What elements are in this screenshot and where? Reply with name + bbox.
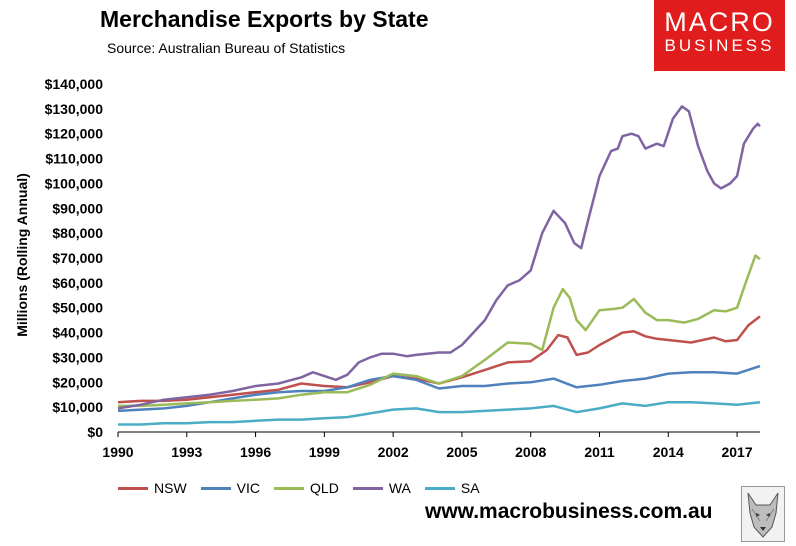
legend-swatch bbox=[118, 486, 148, 490]
y-tick-label: $10,000 bbox=[52, 399, 103, 415]
macrobusiness-logo: MACRO BUSINESS bbox=[654, 0, 785, 71]
y-tick-label: $70,000 bbox=[52, 250, 103, 266]
series-line-vic bbox=[117, 364, 761, 413]
y-tick-label: $90,000 bbox=[52, 200, 103, 216]
series-lines bbox=[117, 105, 761, 426]
chart-source: Source: Australian Bureau of Statistics bbox=[107, 40, 346, 56]
series-line-qld bbox=[118, 254, 761, 408]
chart-legend: NSW VIC QLD WA SA bbox=[118, 478, 494, 498]
x-tick-label: 1990 bbox=[102, 444, 133, 460]
legend-swatch bbox=[352, 486, 383, 490]
y-tick-label: $120,000 bbox=[45, 126, 104, 142]
wolf-mascot-icon bbox=[741, 486, 785, 542]
series-line-wa bbox=[117, 105, 761, 410]
x-tick-label: 2005 bbox=[446, 444, 477, 460]
y-tick-label: $30,000 bbox=[52, 349, 103, 365]
y-tick-label: $20,000 bbox=[52, 374, 103, 390]
legend-item-nsw: NSW bbox=[118, 480, 187, 496]
legend-item-qld: QLD bbox=[274, 480, 339, 496]
legend-item-wa: WA bbox=[352, 480, 411, 496]
y-tick-label: $60,000 bbox=[52, 275, 103, 291]
x-tick-label: 2002 bbox=[378, 444, 409, 460]
x-tick-label: 2014 bbox=[653, 444, 684, 460]
y-axis-ticks: $0 $10,000 $20,000 $30,000 $40,000 $50,000 $60… bbox=[45, 76, 104, 440]
y-tick-label: $80,000 bbox=[52, 225, 103, 241]
y-tick-label: $100,000 bbox=[45, 175, 104, 191]
y-axis-label: Millions (Rolling Annual) bbox=[14, 173, 30, 337]
legend-item-vic: VIC bbox=[200, 480, 261, 496]
legend-label: VIC bbox=[236, 480, 261, 496]
legend-swatch bbox=[424, 486, 455, 490]
y-tick-label: $110,000 bbox=[45, 151, 103, 167]
legend-label: QLD bbox=[310, 480, 339, 496]
x-tick-label: 1999 bbox=[309, 444, 340, 460]
y-tick-label: $130,000 bbox=[45, 101, 104, 117]
logo-line-2: BUSINESS bbox=[664, 36, 775, 55]
x-tick-label: 2017 bbox=[721, 444, 752, 460]
legend-label: WA bbox=[388, 480, 411, 496]
series-line-sa bbox=[118, 400, 761, 426]
legend-swatch bbox=[274, 486, 305, 490]
y-tick-label: $0 bbox=[87, 424, 103, 440]
legend-label: NSW bbox=[154, 480, 187, 496]
y-tick-label: $40,000 bbox=[52, 325, 103, 341]
x-tick-label: 2011 bbox=[584, 444, 615, 460]
x-axis-ticks: 1990 1993 1996 1999 2002 2005 2008 2011 2014 2017 bbox=[102, 432, 753, 460]
y-tick-label: $50,000 bbox=[52, 300, 103, 316]
y-tick-label: $140,000 bbox=[45, 76, 104, 92]
legend-item-sa: SA bbox=[424, 480, 480, 496]
chart-title: Merchandise Exports by State bbox=[100, 6, 429, 32]
series-line-nsw bbox=[117, 315, 761, 404]
footer-url: www.macrobusiness.com.au bbox=[425, 500, 713, 523]
logo-line-1: MACRO bbox=[664, 7, 775, 37]
legend-swatch bbox=[200, 486, 231, 490]
x-tick-label: 2008 bbox=[515, 444, 546, 460]
x-tick-label: 1993 bbox=[171, 444, 202, 460]
legend-label: SA bbox=[460, 480, 480, 496]
x-tick-label: 1996 bbox=[240, 444, 271, 460]
